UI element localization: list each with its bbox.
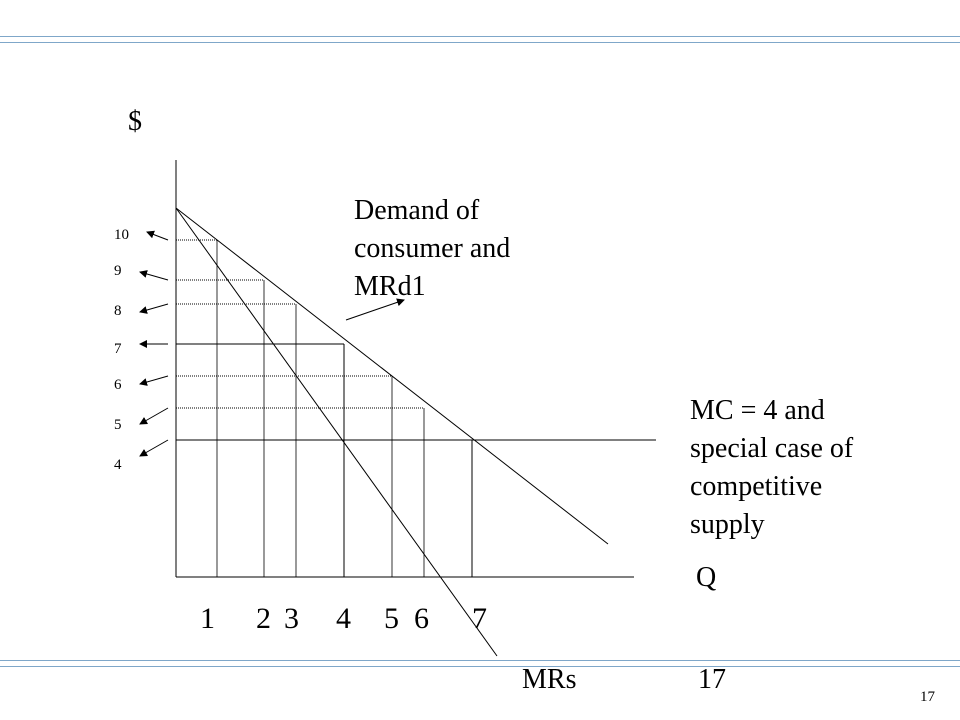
quantity-tick: 4 bbox=[336, 602, 351, 635]
demand-annotation: Demand of consumer and MRd1 bbox=[354, 195, 511, 302]
footer-rule-top bbox=[0, 660, 960, 661]
quantity-tick: 2 bbox=[256, 602, 271, 635]
mc-annotation: MC = 4 and special case of competitive s… bbox=[690, 395, 854, 540]
arrow-icon bbox=[146, 230, 169, 241]
quantity-tick: 6 bbox=[414, 602, 429, 635]
price-tick: 10 bbox=[114, 227, 129, 243]
arrow-icon bbox=[139, 407, 169, 425]
y-axis-label: $ bbox=[128, 106, 142, 137]
quantity-tick: 5 bbox=[384, 602, 399, 635]
mr-label: MRs bbox=[522, 664, 577, 695]
price-tick: 5 bbox=[114, 417, 122, 433]
page-number: 17 bbox=[920, 689, 935, 705]
quantity-tick: 7 bbox=[472, 602, 487, 635]
footer-rule-bottom bbox=[0, 666, 960, 667]
price-steps bbox=[176, 239, 473, 577]
x-axis-label: Q bbox=[696, 562, 717, 593]
price-tick: 7 bbox=[114, 341, 122, 357]
tick-arrows bbox=[139, 230, 169, 457]
arrow-icon bbox=[139, 375, 169, 386]
price-tick: 9 bbox=[114, 263, 122, 279]
quantity-tick: 1 bbox=[200, 602, 215, 635]
header-rule-top bbox=[0, 36, 960, 37]
mr-curve bbox=[175, 207, 498, 657]
arrow-icon bbox=[139, 439, 169, 457]
quantity-tick: 3 bbox=[284, 602, 299, 635]
price-tick: 6 bbox=[114, 377, 122, 393]
arrow-icon bbox=[139, 303, 169, 314]
price-tick: 8 bbox=[114, 303, 122, 319]
demand-annotation-arrow-icon bbox=[345, 298, 405, 321]
price-tick: 4 bbox=[114, 457, 122, 473]
header-rule-bottom bbox=[0, 42, 960, 43]
arrow-icon bbox=[139, 270, 169, 281]
mr-number: 17 bbox=[698, 664, 726, 695]
